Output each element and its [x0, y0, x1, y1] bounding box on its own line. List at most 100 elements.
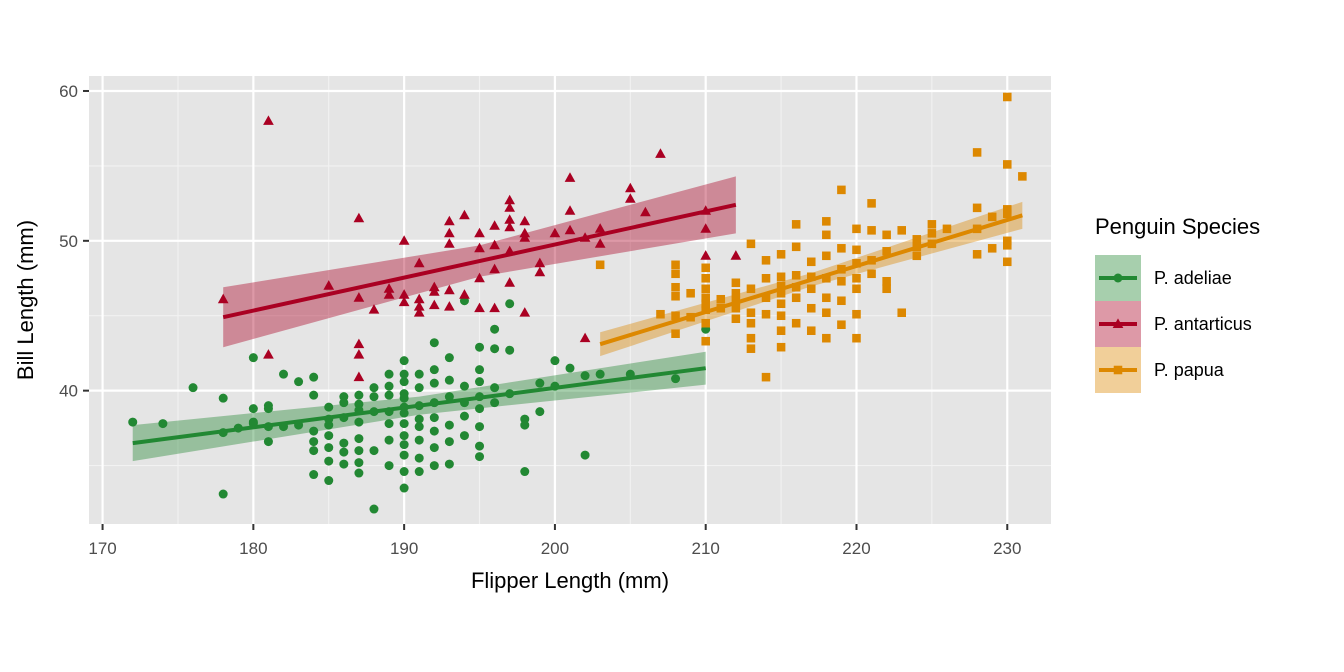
point-papua [701, 299, 710, 309]
point-papua [927, 220, 937, 229]
point-antarticus [263, 115, 274, 125]
point-papua [761, 309, 771, 319]
legend-title: Penguin Species [1095, 214, 1260, 239]
point-antarticus [504, 277, 516, 287]
point-papua [701, 336, 710, 346]
point-adeliae [354, 458, 364, 468]
point-antarticus [519, 232, 531, 242]
point-adeliae [535, 378, 545, 388]
point-adeliae [188, 383, 198, 393]
point-antarticus [474, 302, 485, 313]
point-adeliae [429, 426, 439, 436]
point-papua [791, 271, 801, 280]
point-adeliae [444, 459, 454, 469]
legend-label-antarticus: P. antarticus [1154, 314, 1252, 334]
point-adeliae [414, 383, 424, 393]
point-adeliae [384, 419, 394, 429]
point-antarticus [730, 250, 742, 260]
point-adeliae [444, 437, 454, 447]
point-papua [595, 260, 605, 270]
point-adeliae [339, 398, 349, 408]
point-adeliae [475, 404, 485, 414]
point-adeliae [429, 365, 439, 375]
point-antarticus [353, 349, 365, 359]
point-adeliae [263, 437, 273, 447]
point-papua [671, 260, 680, 270]
point-adeliae [399, 483, 409, 493]
point-adeliae [459, 381, 469, 391]
point-adeliae [339, 447, 349, 457]
point-antarticus [700, 250, 712, 260]
point-antarticus [353, 212, 365, 223]
legend-marker-antarticus [1112, 318, 1124, 328]
point-papua [1002, 257, 1012, 267]
point-antarticus [413, 257, 425, 268]
point-adeliae [263, 404, 273, 414]
point-papua [746, 284, 756, 294]
point-adeliae [369, 392, 379, 402]
point-adeliae [218, 393, 228, 403]
point-adeliae [324, 420, 334, 430]
point-adeliae [309, 437, 319, 447]
point-adeliae [369, 446, 379, 456]
point-adeliae [324, 456, 334, 466]
point-adeliae [354, 468, 364, 478]
point-adeliae [429, 338, 439, 348]
point-antarticus [398, 289, 410, 299]
point-adeliae [444, 375, 454, 385]
point-adeliae [399, 467, 409, 477]
point-antarticus [353, 371, 365, 382]
point-papua [746, 308, 756, 318]
y-tick-label: 60 [59, 82, 78, 101]
point-papua [837, 320, 846, 329]
point-adeliae [505, 299, 515, 309]
point-adeliae [309, 470, 319, 480]
point-adeliae [309, 390, 319, 400]
point-antarticus [504, 202, 516, 212]
point-antarticus [534, 266, 546, 277]
point-papua [671, 291, 680, 301]
point-antarticus [263, 349, 274, 359]
point-papua [1002, 160, 1012, 169]
point-adeliae [490, 383, 500, 393]
point-papua [731, 278, 741, 288]
point-papua [776, 326, 786, 335]
point-papua [1002, 209, 1012, 219]
point-antarticus [624, 182, 636, 193]
point-adeliae [429, 443, 439, 453]
legend-marker-papua [1113, 365, 1123, 375]
point-papua [761, 273, 771, 283]
point-papua [987, 212, 997, 222]
point-adeliae [279, 369, 289, 379]
point-papua [822, 251, 831, 261]
point-adeliae [580, 450, 590, 460]
point-papua [897, 308, 906, 318]
point-papua [806, 284, 816, 294]
point-adeliae [505, 345, 515, 355]
point-antarticus [624, 193, 636, 203]
point-papua [701, 284, 710, 294]
x-tick-label: 210 [692, 539, 720, 558]
point-adeliae [565, 363, 575, 373]
point-papua [882, 230, 891, 240]
point-papua [701, 293, 710, 303]
point-adeliae [324, 443, 334, 453]
point-adeliae [429, 413, 439, 423]
point-papua [882, 276, 891, 286]
point-antarticus [413, 301, 425, 311]
point-adeliae [399, 450, 409, 460]
point-adeliae [444, 392, 454, 402]
x-tick-label: 180 [239, 539, 267, 558]
point-adeliae [475, 365, 485, 375]
legend-label-adeliae: P. adeliae [1154, 268, 1232, 288]
x-axis: 170 180 190 200 210 220 230 [88, 524, 1021, 558]
point-adeliae [158, 419, 168, 429]
point-adeliae [399, 377, 409, 387]
point-antarticus [519, 307, 531, 317]
point-papua [701, 273, 710, 283]
point-papua [776, 299, 786, 309]
point-adeliae [459, 431, 469, 441]
x-tick-label: 170 [88, 539, 116, 558]
point-antarticus [444, 301, 455, 311]
point-papua [867, 199, 876, 208]
